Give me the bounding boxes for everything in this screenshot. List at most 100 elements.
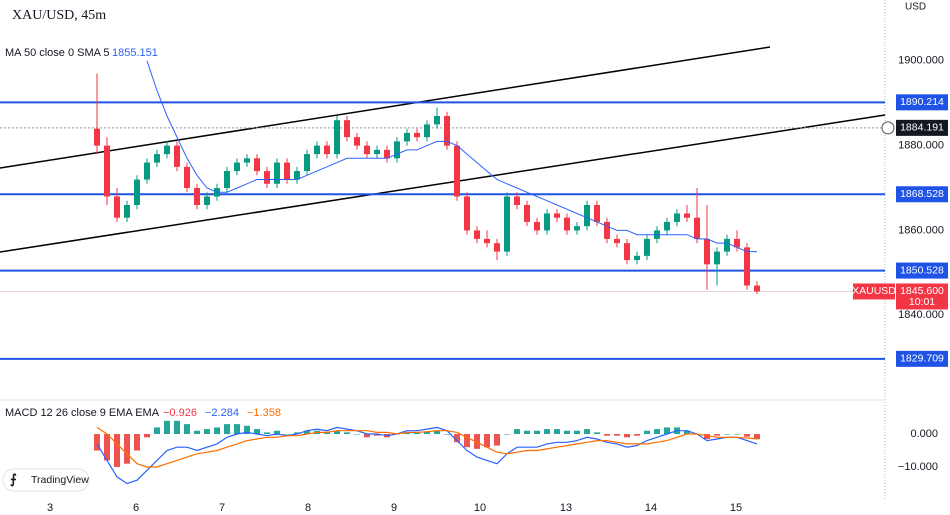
candle-body	[754, 285, 760, 292]
macd-histogram-bar	[294, 432, 300, 435]
candle-body	[224, 171, 230, 189]
candle-body	[354, 137, 360, 146]
candle-body	[644, 238, 650, 256]
macd-line	[96, 426, 758, 485]
ma-legend: MA 50 close 0 SMA 5	[5, 47, 110, 59]
candle-body	[244, 158, 250, 163]
macd-histogram-bar	[494, 434, 500, 446]
candle-body	[704, 238, 710, 265]
candle-body	[464, 196, 470, 231]
crosshair-plus	[881, 121, 895, 135]
branding: ⨍ TradingView	[2, 468, 90, 492]
level-tag-label: 1850.528	[900, 264, 944, 276]
macd-histogram-bar	[264, 432, 270, 435]
candle-body	[624, 243, 630, 261]
candle-body	[154, 154, 160, 163]
symbol-title: XAU/USD, 45m	[12, 8, 106, 23]
candle-body	[574, 226, 580, 231]
candle-body	[184, 166, 190, 189]
macd-histogram-bar	[594, 432, 600, 435]
last-price-label: 1845.600	[900, 285, 944, 297]
candle-body	[364, 145, 370, 155]
candle-body	[664, 221, 670, 231]
ma-line	[146, 60, 757, 253]
last-name-label: XAUUSD	[852, 285, 896, 297]
signal-line	[96, 426, 758, 468]
x-tick-label: 7	[219, 502, 225, 514]
macd-histogram-bar	[474, 434, 480, 449]
macd-histogram-bar	[564, 430, 570, 435]
x-tick-label: 14	[645, 502, 657, 514]
macd-histogram-bar	[194, 430, 200, 435]
candle-body	[234, 162, 240, 172]
candle-body	[194, 188, 200, 205]
candle-body	[544, 213, 550, 231]
macd-histogram-bar	[644, 430, 650, 435]
level-tag	[896, 350, 948, 367]
candle-body	[524, 204, 530, 222]
candle-body	[264, 171, 270, 184]
candle-body	[324, 145, 330, 155]
candle-body	[124, 204, 130, 218]
macd-histogram-bar	[344, 432, 350, 435]
macd-histogram-bar	[374, 434, 380, 436]
macd-histogram-bar	[554, 429, 560, 435]
macd-histogram-bar	[744, 434, 750, 437]
candle-body	[604, 221, 610, 239]
macd-y-tick-label: 0.000	[910, 428, 938, 440]
macd-histogram-bar	[584, 429, 590, 435]
macd-histogram-bar	[154, 427, 160, 435]
candle-body	[684, 213, 690, 218]
macd-histogram-bar	[424, 431, 430, 435]
candle-body	[594, 204, 600, 222]
candle-body	[554, 213, 560, 218]
y-tick-label: 1900.000	[898, 55, 944, 67]
candle-body	[424, 124, 430, 138]
macd-histogram-bar	[114, 434, 120, 468]
candle-body	[584, 204, 590, 227]
macd-histogram-bar	[104, 434, 110, 461]
macd-histogram-bar	[124, 434, 130, 464]
macd-histogram-bar	[514, 429, 520, 435]
x-tick-label: 15	[730, 502, 742, 514]
candle-body	[204, 196, 210, 205]
x-tick-label: 9	[391, 502, 397, 514]
last-name-tag	[853, 283, 895, 300]
x-tick-label: 10	[474, 502, 486, 514]
candle-body	[474, 230, 480, 239]
candle-body	[394, 141, 400, 159]
macd-histogram-bar	[614, 434, 620, 436]
macd-histogram-bar	[334, 430, 340, 435]
macd-histogram-bar	[324, 432, 330, 435]
level-tag-label: 1829.709	[900, 353, 944, 365]
candle-body	[404, 132, 410, 142]
candle-body	[674, 213, 680, 222]
candle-body	[484, 238, 490, 244]
brand-logo: ⨍	[10, 471, 17, 487]
candle-body	[174, 145, 180, 167]
candle-body	[504, 196, 510, 252]
candle-body	[744, 247, 750, 286]
last-price-tag	[896, 283, 948, 310]
macd-histogram-bar	[574, 430, 580, 435]
countdown-label: 10:01	[909, 296, 935, 308]
macd-histogram-bar	[164, 420, 170, 435]
macd-histogram-bar	[134, 434, 140, 451]
macd-histogram-bar	[304, 430, 310, 435]
candle-body	[144, 162, 150, 180]
x-tick-label: 13	[560, 502, 572, 514]
macd-histogram-bar	[144, 434, 150, 438]
candle-body	[634, 255, 640, 261]
candle-body	[384, 149, 390, 159]
macd-histogram-bar	[464, 434, 470, 448]
macd-histogram-bar	[444, 434, 450, 435]
y-tick-label: 1880.000	[898, 140, 944, 152]
candle-body	[274, 162, 280, 184]
macd-histogram-bar	[654, 429, 660, 435]
macd-histogram-bar	[214, 427, 220, 435]
macd-histogram-bar	[504, 434, 510, 435]
macd-legend: MACD 12 26 close 9 EMA EMA	[5, 407, 160, 419]
macd-histogram-bar	[284, 434, 290, 435]
macd-legend-value: −2.284	[205, 407, 239, 419]
